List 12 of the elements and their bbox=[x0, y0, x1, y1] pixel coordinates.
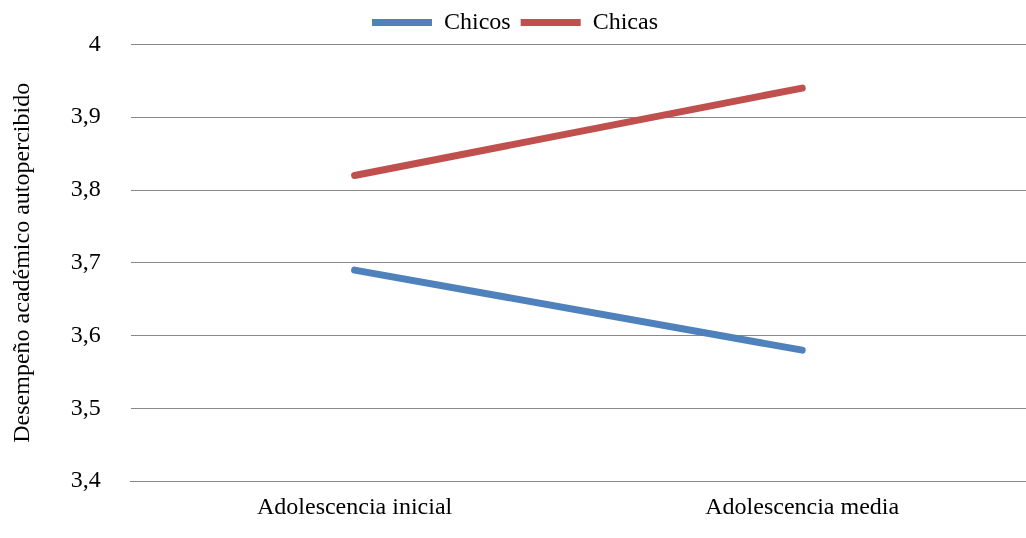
y-tick-label: 3,6 bbox=[70, 320, 101, 347]
y-tick-label: 3,9 bbox=[70, 102, 101, 129]
y-tick-label: 3,5 bbox=[70, 393, 101, 420]
y-tick-label: 3,8 bbox=[70, 175, 101, 202]
x-tick-label: Adolescencia inicial bbox=[256, 492, 453, 519]
y-tick-label: 4 bbox=[88, 29, 101, 56]
x-tick-label: Adolescencia media bbox=[705, 492, 900, 519]
legend-label: Chicas bbox=[592, 7, 658, 34]
y-axis-title: Desempeño académico autopercibido bbox=[7, 82, 34, 443]
y-tick-label: 3,7 bbox=[70, 248, 101, 275]
legend-label: Chicos bbox=[444, 7, 511, 34]
y-tick-label: 3,4 bbox=[70, 466, 101, 493]
